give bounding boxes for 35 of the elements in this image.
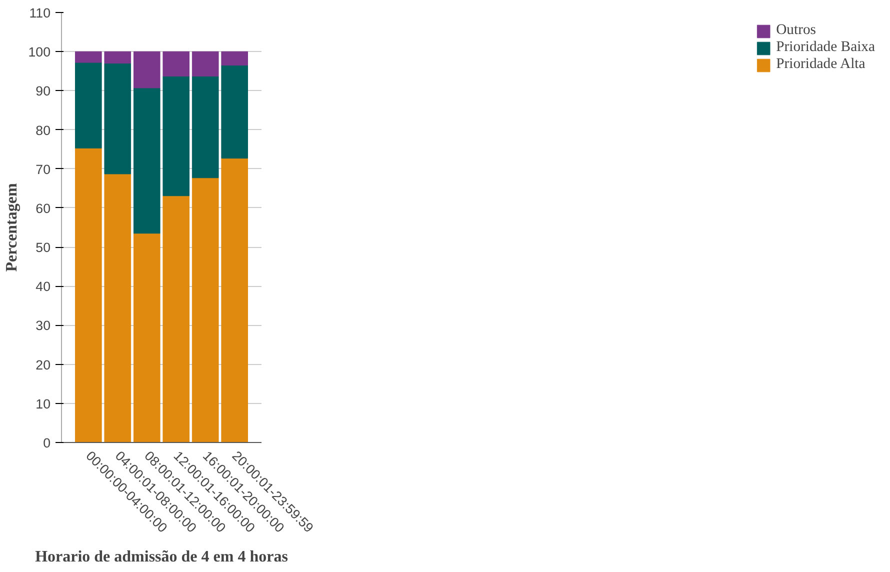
bar xyxy=(133,233,160,442)
bar xyxy=(104,174,132,442)
y-tick-label: 30 xyxy=(36,318,51,334)
legend-label: Prioridade Baixa xyxy=(776,39,875,56)
x-axis-title: Horario de admissão de 4 em 4 horas xyxy=(35,548,288,566)
legend-label: Prioridade Alta xyxy=(776,56,866,73)
y-tick-label: 0 xyxy=(43,436,51,450)
bar xyxy=(162,76,190,196)
bar xyxy=(104,63,132,174)
bar xyxy=(74,62,102,148)
bar xyxy=(221,65,248,159)
bar xyxy=(162,51,190,76)
y-tick-label: 110 xyxy=(29,6,50,20)
bar xyxy=(192,178,219,442)
bar xyxy=(74,51,102,63)
bar xyxy=(104,51,132,64)
y-tick-label: 20 xyxy=(36,357,51,372)
y-axis-title: Percentagem xyxy=(3,182,20,272)
bar xyxy=(192,76,219,178)
bar xyxy=(74,148,102,442)
y-tick-label: 80 xyxy=(36,122,51,138)
bar xyxy=(192,51,219,76)
bar xyxy=(221,51,248,66)
y-tick-label: 90 xyxy=(36,84,51,99)
legend-label: Outros xyxy=(776,22,816,39)
bar xyxy=(133,88,160,234)
y-tick-label: 10 xyxy=(36,396,51,412)
y-tick-label: 60 xyxy=(36,200,51,216)
y-tick-label: 100 xyxy=(28,44,51,60)
y-tick-label: 50 xyxy=(36,240,51,256)
bar xyxy=(162,196,190,442)
y-tick-label: 70 xyxy=(36,162,51,177)
bar xyxy=(221,158,248,442)
y-tick-label: 40 xyxy=(36,279,51,294)
bar xyxy=(133,51,160,88)
